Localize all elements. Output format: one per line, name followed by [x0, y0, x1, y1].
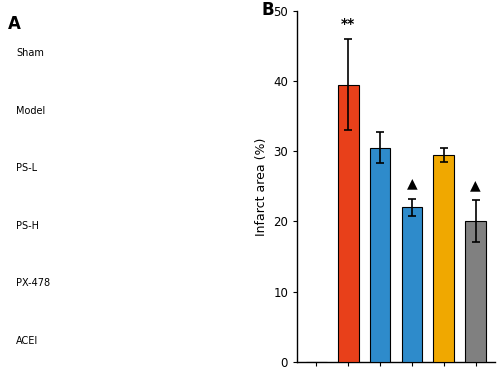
Text: A: A: [8, 14, 20, 32]
Text: Sham: Sham: [16, 48, 44, 58]
Text: PS-H: PS-H: [16, 221, 39, 231]
Text: ▲: ▲: [406, 176, 418, 190]
Bar: [466, 221, 486, 362]
Bar: [402, 207, 422, 362]
Bar: [338, 85, 358, 362]
Text: PS-L: PS-L: [16, 163, 37, 173]
Text: ▲: ▲: [470, 178, 481, 192]
Text: ACEI: ACEI: [16, 335, 38, 346]
Y-axis label: Infarct area (%): Infarct area (%): [254, 137, 268, 235]
Bar: [434, 155, 454, 362]
Bar: [370, 148, 390, 362]
Text: Model: Model: [16, 106, 45, 115]
Text: **: **: [341, 17, 355, 31]
Text: PX-478: PX-478: [16, 278, 50, 288]
Text: B: B: [262, 0, 274, 18]
